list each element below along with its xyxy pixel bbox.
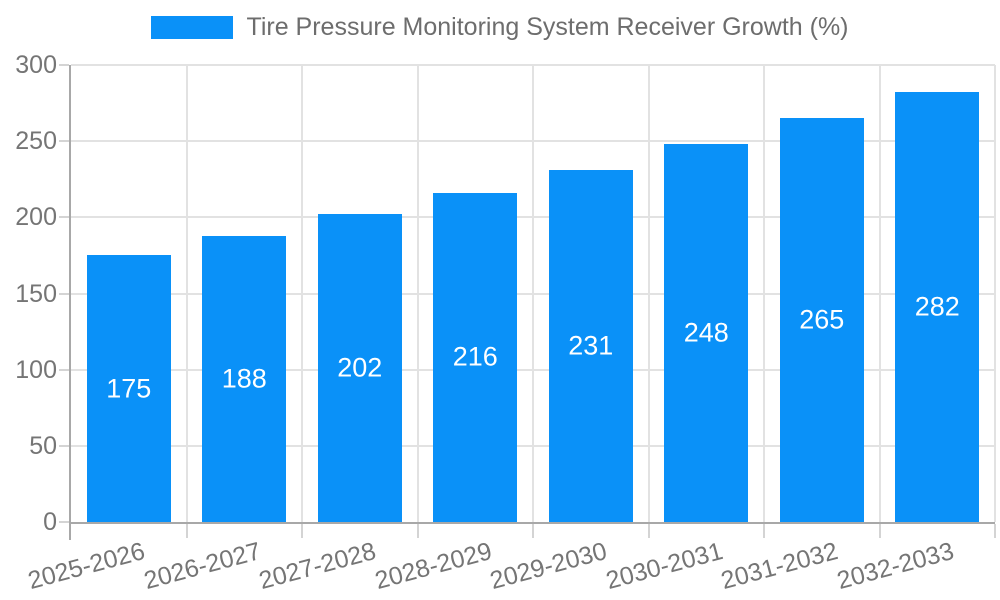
bar[interactable]: 265 <box>779 118 864 522</box>
y-tick-mark <box>59 368 69 371</box>
y-tick-mark <box>59 444 69 447</box>
x-axis-tick-label: 2026-2027 <box>140 537 264 595</box>
gridline-vertical <box>532 65 534 522</box>
gridline-vertical <box>878 65 881 522</box>
gridline-vertical <box>301 65 303 522</box>
x-tick-mark <box>878 524 881 538</box>
plot-area: 175 188 202 216 231 248 265 282 <box>71 64 996 522</box>
x-axis-tick-label: 2030-2031 <box>602 537 726 595</box>
x-tick-mark <box>532 524 534 538</box>
x-tick-mark <box>994 524 996 538</box>
y-tick-mark <box>59 521 69 523</box>
bar-value-label: 202 <box>337 352 383 383</box>
legend-swatch-icon <box>151 16 234 39</box>
y-axis-tick-label: 150 <box>15 279 57 308</box>
x-tick-mark <box>185 524 188 538</box>
x-axis-tick-label: 2032-2033 <box>833 537 957 595</box>
chart-legend[interactable]: Tire Pressure Monitoring System Receiver… <box>0 13 1000 42</box>
gridline-vertical <box>185 65 188 522</box>
legend-label: Tire Pressure Monitoring System Receiver… <box>246 13 849 41</box>
y-axis-line <box>69 65 71 540</box>
gridline-vertical <box>647 65 650 522</box>
gridline-vertical <box>763 65 765 522</box>
gridline-vertical <box>416 65 419 522</box>
bar[interactable]: 188 <box>202 235 287 522</box>
bar-value-label: 231 <box>568 330 614 361</box>
y-axis-tick-label: 50 <box>29 431 57 460</box>
bar[interactable]: 216 <box>433 192 518 522</box>
bar[interactable]: 231 <box>548 170 633 522</box>
x-axis-tick-label: 2027-2028 <box>256 537 379 595</box>
bar[interactable]: 248 <box>664 144 749 522</box>
y-tick-mark <box>59 64 69 66</box>
bar-value-label: 282 <box>914 291 960 322</box>
bar-value-label: 216 <box>452 341 498 372</box>
x-tick-mark <box>647 524 650 538</box>
bar-value-label: 175 <box>106 373 152 404</box>
y-axis-tick-label: 250 <box>15 127 57 156</box>
x-axis-tick-label: 2031-2032 <box>718 537 841 595</box>
y-axis-tick-label: 200 <box>15 203 57 232</box>
bar[interactable]: 282 <box>895 92 980 522</box>
y-axis-labels: 0 50 100 150 200 250 300 <box>0 0 57 600</box>
bar-value-label: 188 <box>221 363 267 394</box>
bar[interactable]: 202 <box>317 214 402 522</box>
x-axis-line <box>69 522 995 524</box>
x-axis-tick-label: 2028-2029 <box>371 537 495 595</box>
x-axis-tick-label: 2029-2030 <box>487 537 610 595</box>
y-tick-mark <box>59 292 69 295</box>
x-tick-mark <box>763 524 765 538</box>
x-tick-mark <box>301 524 303 538</box>
y-tick-mark <box>59 216 69 219</box>
bar[interactable]: 175 <box>86 255 171 522</box>
x-tick-mark <box>416 524 419 538</box>
y-axis-tick-label: 300 <box>15 51 57 79</box>
y-axis-tick-label: 100 <box>15 355 57 384</box>
x-axis-tick-label: 2025-2026 <box>25 537 148 595</box>
gridline-vertical <box>994 65 996 522</box>
y-axis-tick-label: 0 <box>43 508 57 536</box>
bar-value-label: 248 <box>683 317 729 348</box>
bar-value-label: 265 <box>799 304 845 335</box>
y-tick-mark <box>59 140 69 143</box>
